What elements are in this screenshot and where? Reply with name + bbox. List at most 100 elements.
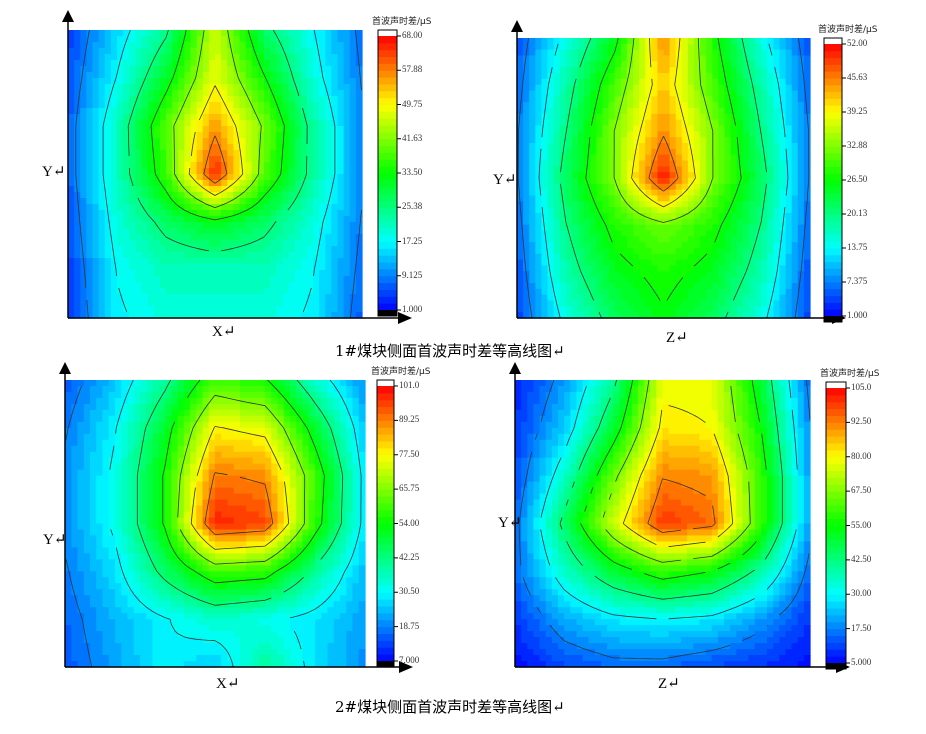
heatmap-cell <box>675 207 683 214</box>
heatmap-cell <box>337 276 345 283</box>
heatmap-cell <box>343 276 351 283</box>
heatmap-cell <box>190 403 197 411</box>
heatmap-cell <box>742 288 750 296</box>
heatmap-cell <box>313 258 320 265</box>
heatmap-cell <box>602 283 610 290</box>
heatmap-cell <box>742 189 750 197</box>
heatmap-cell <box>730 236 738 243</box>
heatmap-cell <box>761 166 768 173</box>
heatmap-cell <box>294 96 302 103</box>
heatmap-cell <box>694 207 701 214</box>
heatmap-cell <box>639 201 646 208</box>
heatmap-cell <box>313 72 320 79</box>
heatmap-cell <box>663 248 671 255</box>
heatmap-cell <box>645 248 652 255</box>
heatmap-cell <box>184 114 192 121</box>
colorbar-band <box>378 36 397 44</box>
heatmap-cell <box>190 246 198 253</box>
heatmap-cell <box>687 160 695 167</box>
heatmap-cell <box>123 162 130 169</box>
heatmap-cell <box>349 210 357 217</box>
heatmap-cell <box>300 102 308 109</box>
heatmap-cell <box>123 30 130 37</box>
heatmap-cell <box>529 207 536 214</box>
heatmap-cell <box>300 96 308 103</box>
heatmap-cell <box>700 259 707 267</box>
heatmap-cell <box>779 55 787 62</box>
heatmap-cell <box>313 240 320 247</box>
heatmap-cell <box>712 213 720 220</box>
heatmap-cell <box>319 96 326 103</box>
heatmap-cell <box>767 90 774 97</box>
heatmap-cell <box>283 385 291 393</box>
heatmap-cell <box>547 189 555 197</box>
heatmap-cell <box>767 96 774 103</box>
heatmap-cell <box>233 403 241 411</box>
heatmap-cell <box>712 265 720 272</box>
heatmap-cell <box>523 154 530 162</box>
heatmap-cell <box>547 96 555 103</box>
heatmap-cell <box>730 166 738 173</box>
heatmap-cell <box>337 114 345 121</box>
heatmap-cell <box>694 137 701 144</box>
heatmap-cell <box>663 253 671 261</box>
heatmap-cell <box>233 198 241 205</box>
heatmap-cell <box>651 84 658 92</box>
heatmap-cell <box>110 78 118 85</box>
heatmap-cell <box>639 125 646 132</box>
heatmap-cell <box>571 113 579 121</box>
heatmap-cell <box>535 259 543 267</box>
heatmap-cell <box>779 166 787 173</box>
heatmap-cell <box>620 265 628 272</box>
heatmap-cell <box>700 154 707 162</box>
heatmap-cell <box>337 288 345 295</box>
heatmap-cell <box>276 84 283 91</box>
heatmap-cell <box>535 43 543 51</box>
heatmap-cell <box>523 160 530 167</box>
heatmap-cell <box>117 216 124 223</box>
heatmap-cell <box>773 312 781 319</box>
heatmap-cell <box>190 276 198 283</box>
heatmap-cell <box>221 120 228 127</box>
heatmap-cell <box>282 78 290 85</box>
heatmap-cell <box>547 195 555 202</box>
heatmap-cell <box>694 224 701 232</box>
heatmap-cell <box>730 125 738 132</box>
heatmap-cell <box>651 259 658 267</box>
heatmap-cell <box>535 224 543 232</box>
heatmap-cell <box>153 162 161 169</box>
heatmap-cell <box>681 189 689 197</box>
heatmap-cell <box>172 126 179 133</box>
heatmap-cell <box>196 48 204 55</box>
heatmap-cell <box>239 42 247 49</box>
heatmap-cell <box>141 30 149 37</box>
heatmap-cell <box>313 54 320 61</box>
heatmap-cell <box>681 288 689 296</box>
heatmap-cell <box>718 102 726 109</box>
heatmap-cell <box>141 96 149 103</box>
heatmap-cell <box>785 201 793 208</box>
heatmap-cell <box>331 258 339 265</box>
heatmap-cell <box>343 282 351 289</box>
heatmap-cell <box>773 113 781 121</box>
heatmap-cell <box>129 312 136 319</box>
heatmap-cell <box>639 178 646 185</box>
heatmap-cell <box>523 277 530 284</box>
colorbar-band <box>824 166 842 174</box>
heatmap-cell <box>651 224 658 232</box>
heatmap-cell <box>80 114 87 121</box>
heatmap-cell <box>355 240 363 247</box>
heatmap-cell <box>202 264 210 271</box>
heatmap-cell <box>559 108 567 115</box>
heatmap-cell <box>141 78 149 85</box>
heatmap-cell <box>264 300 271 307</box>
heatmap-cell <box>669 195 677 202</box>
heatmap-cell <box>645 183 652 191</box>
heatmap-cell <box>257 84 265 91</box>
heatmap-cell <box>712 143 720 150</box>
heatmap-cell <box>202 114 210 121</box>
heatmap-cell <box>681 183 689 191</box>
colorbar-under-swatch <box>824 316 842 322</box>
heatmap-cell <box>172 282 179 289</box>
heatmap-cell <box>123 102 130 109</box>
